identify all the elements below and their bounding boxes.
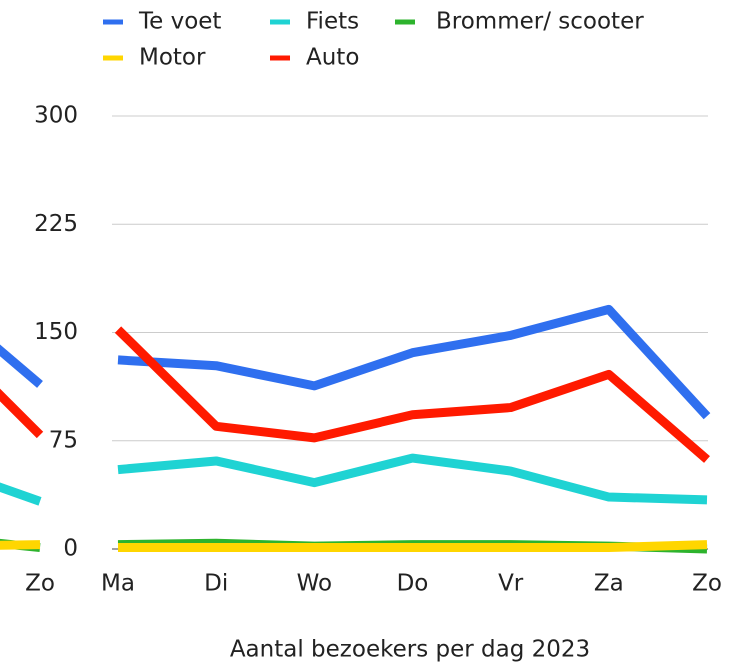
y-tick-label: 150 xyxy=(34,319,78,345)
series-line xyxy=(117,304,711,420)
x-tick-label: Ma xyxy=(101,571,135,597)
x-tick-label: Di xyxy=(204,571,228,597)
x-tick-label: Zo xyxy=(692,571,722,597)
legend-label: Fiets xyxy=(306,9,359,35)
legend-label: Brommer/ scooter xyxy=(436,9,644,35)
series-line xyxy=(0,540,41,550)
x-tick-label: Vr xyxy=(498,571,524,597)
series-line xyxy=(114,326,710,463)
x-tick-label: Zo xyxy=(25,571,55,597)
x-tick-label: Wo xyxy=(297,571,332,597)
x-tick-label: Do xyxy=(397,571,429,597)
series-line xyxy=(117,453,708,505)
legend-label: Auto xyxy=(306,45,359,71)
y-tick-label: 75 xyxy=(49,427,78,453)
series-line xyxy=(0,344,43,388)
legend-label: Te voet xyxy=(138,9,221,35)
y-tick-label: 0 xyxy=(63,536,78,562)
series-line xyxy=(0,482,42,506)
y-tick-label: 300 xyxy=(34,103,78,129)
series-line xyxy=(0,388,44,439)
x-tick-label: Za xyxy=(594,571,624,597)
series-line xyxy=(118,540,708,553)
legend-label: Motor xyxy=(139,45,206,71)
y-tick-label: 225 xyxy=(34,211,78,237)
chart-title: Aantal bezoekers per dag 2023 xyxy=(230,637,590,662)
